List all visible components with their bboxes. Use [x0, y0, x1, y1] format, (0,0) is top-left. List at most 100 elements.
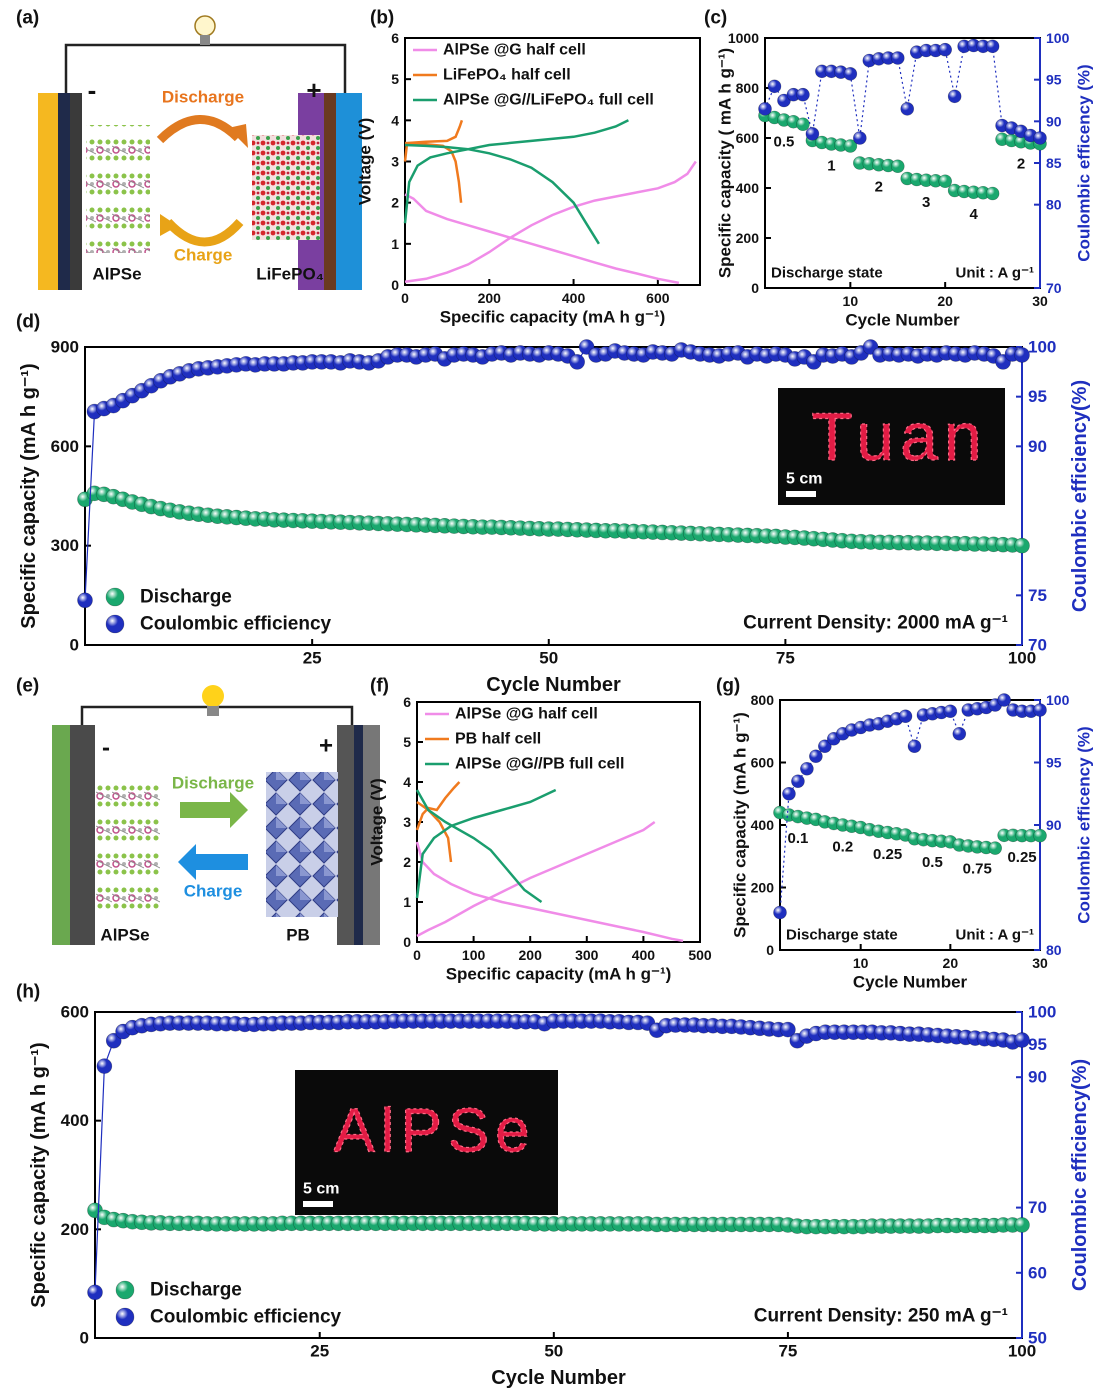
x-tick-label: 30 — [1032, 955, 1048, 971]
y-tick-label: 200 — [736, 230, 760, 246]
series-line — [403, 119, 629, 245]
y2-tick-label: 80 — [1046, 197, 1062, 213]
rate-label: 0.2 — [832, 839, 853, 856]
data-point — [1014, 537, 1030, 554]
y2-tick-label: 100 — [1046, 692, 1070, 708]
rate-label: 2 — [875, 178, 883, 195]
panel-label: (d) — [16, 312, 40, 333]
legend-label: Discharge — [140, 587, 232, 608]
connector-line — [94, 1020, 1023, 1293]
data-point — [791, 774, 805, 789]
current-collector — [363, 725, 380, 945]
x-axis-title: Cycle Number — [853, 973, 968, 992]
current-collector — [336, 93, 362, 290]
y-tick-label: 0 — [751, 280, 759, 296]
minus-sign: - — [102, 735, 110, 762]
electrode — [354, 725, 363, 945]
y2-tick-label: 90 — [1046, 817, 1062, 833]
x-tick-label: 100 — [462, 947, 486, 963]
y2-tick-label: 70 — [1046, 280, 1062, 296]
data-point — [985, 186, 1000, 201]
data-point — [1014, 347, 1030, 363]
data-point — [938, 42, 952, 57]
y-axis-title: Specific capacity ( mA h g⁻¹) — [716, 48, 735, 278]
x-tick-label: 30 — [1032, 293, 1048, 309]
pb-crystal — [266, 772, 338, 917]
data-point — [818, 739, 832, 754]
plus-sign: + — [319, 733, 333, 760]
y-tick-label: 3 — [391, 154, 399, 170]
plus-sign: + — [306, 75, 321, 105]
y2-tick-label: 75 — [1028, 586, 1047, 605]
data-point — [853, 131, 867, 145]
charge-label: Charge — [174, 246, 233, 265]
y2-tick-label: 95 — [1046, 72, 1062, 88]
electrode — [324, 93, 336, 290]
legend-swatch — [115, 1307, 135, 1327]
y2-tick-label: 90 — [1028, 1068, 1047, 1087]
data-point — [569, 354, 585, 370]
x-tick-label: 400 — [632, 947, 656, 963]
y-tick-label: 600 — [61, 1003, 89, 1022]
rate-label: 1 — [827, 158, 835, 175]
y-tick-label: 4 — [403, 774, 411, 790]
y-tick-label: 2 — [403, 854, 411, 870]
state-label: Discharge state — [771, 265, 883, 282]
x-tick-label: 25 — [310, 1342, 329, 1361]
schematic-e: - + Discharge Charge AlPSe PB — [52, 685, 380, 945]
y-tick-label: 400 — [751, 817, 775, 833]
data-point — [77, 592, 93, 609]
y-tick-label: 200 — [751, 880, 775, 896]
data-point — [777, 93, 791, 108]
data-point — [1033, 828, 1047, 843]
x-tick-label: 200 — [519, 947, 543, 963]
y-tick-label: 600 — [736, 130, 760, 146]
panel-label: (e) — [16, 676, 39, 697]
current-density: Current Density: 2000 mA g⁻¹ — [743, 613, 1008, 634]
legend-swatch — [105, 614, 125, 634]
y-axis-title: Voltage (V) — [356, 118, 375, 206]
x-tick-label: 0 — [413, 947, 421, 963]
data-point — [87, 1284, 103, 1301]
x-tick-label: 20 — [943, 955, 959, 971]
discharge-label: Discharge — [162, 88, 244, 107]
inset-text: Tuan — [811, 399, 987, 475]
y2-tick-label: 60 — [1028, 1263, 1047, 1282]
charge-label: Charge — [184, 882, 243, 901]
x-axis-title: Cycle Number — [486, 674, 621, 696]
y-axis-title: Specific capacity (mA h g⁻¹) — [18, 363, 40, 628]
legend-swatch — [105, 587, 125, 607]
arrow — [164, 218, 244, 247]
y-tick-label: 2 — [391, 195, 399, 211]
bulb — [194, 15, 216, 37]
series-line — [415, 788, 557, 904]
x-tick-label: 600 — [646, 290, 670, 306]
rate-label: 0.25 — [1007, 849, 1036, 866]
y-tick-label: 400 — [61, 1111, 89, 1130]
schematic-a: - + Discharge Charge AlPSe LiFePO₄ — [38, 15, 362, 290]
data-point — [907, 739, 922, 754]
y-tick-label: 3 — [403, 814, 411, 830]
olivine-crystal — [252, 135, 320, 240]
y-axis-title: Specific capacity (mA h g⁻¹) — [731, 712, 750, 938]
x-tick-label: 300 — [575, 947, 599, 963]
rate-label: 0.5 — [922, 854, 943, 871]
panel-label: (f) — [370, 676, 389, 697]
inset-scale-label: 5 cm — [303, 1181, 339, 1198]
y2-tick-label: 95 — [1046, 755, 1062, 771]
electrode — [58, 93, 70, 290]
y-tick-label: 900 — [51, 338, 79, 357]
bulb-base — [200, 35, 210, 45]
electrode — [337, 725, 354, 945]
arrow-head — [228, 124, 248, 148]
arrow-head — [230, 792, 248, 828]
y2-tick-label: 70 — [1028, 1198, 1047, 1217]
y-tick-label: 800 — [736, 80, 760, 96]
data-point — [758, 102, 772, 116]
x-axis-title: Cycle Number — [491, 1367, 626, 1389]
unit-label: Unit : A g⁻¹ — [956, 927, 1034, 944]
layered-crystal — [96, 775, 160, 915]
rate-label: 4 — [969, 206, 978, 223]
data-point — [1014, 1032, 1030, 1048]
